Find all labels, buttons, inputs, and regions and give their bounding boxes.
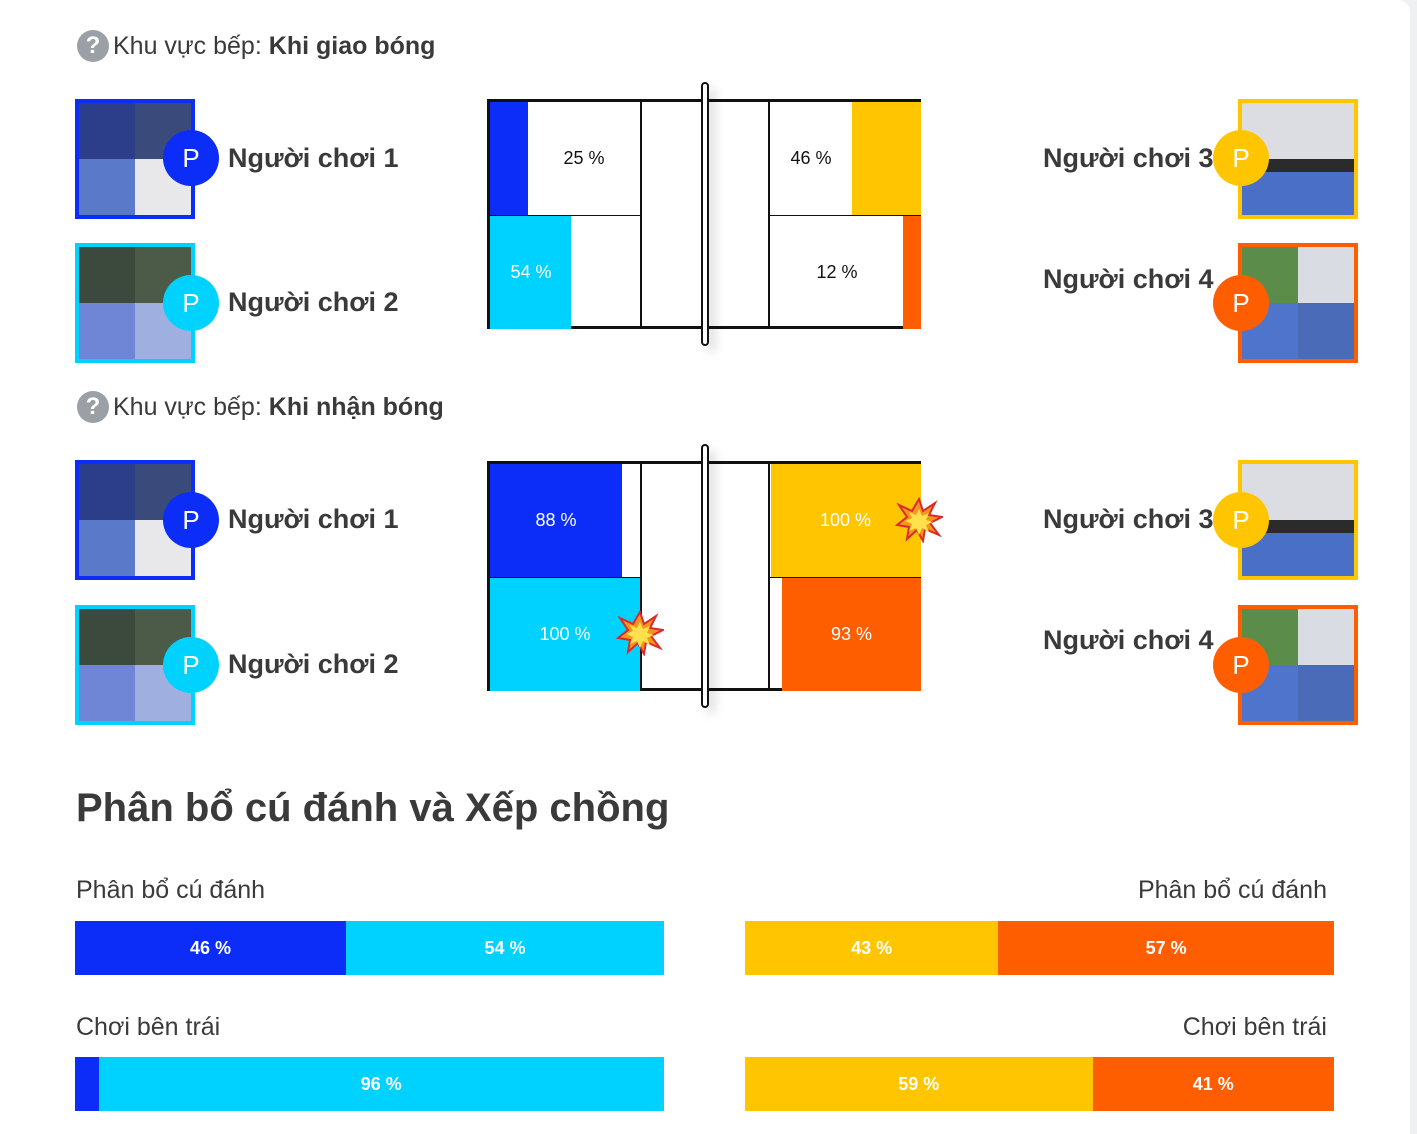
net xyxy=(701,82,709,346)
court-pct-p2: 54 % xyxy=(510,261,552,282)
net xyxy=(701,444,709,708)
bar-segment-p1: 46 % xyxy=(75,921,346,975)
help-icon[interactable]: ? xyxy=(77,30,109,62)
court-line xyxy=(770,577,921,578)
court-pct-p1: 25 % xyxy=(563,148,605,168)
player-1-name: Người chơi 1 xyxy=(228,143,399,173)
left-shot-bar: 46 % 54 % xyxy=(75,921,664,975)
serve-section-prefix: Khu vực bếp: xyxy=(113,31,262,60)
court-line xyxy=(770,215,921,216)
court-fill-p2 xyxy=(490,577,640,691)
court-pct-p1: 88 % xyxy=(535,510,577,530)
help-icon[interactable]: ? xyxy=(77,391,109,423)
receive-section-title: ? Khu vực bếp: Khi nhận bóng xyxy=(77,391,444,423)
court-pct-p3: 46 % xyxy=(790,148,832,168)
receive-section-name: Khi nhận bóng xyxy=(268,392,444,421)
court-fill-p2 xyxy=(490,215,571,329)
bar-segment-p4: 41 % xyxy=(1092,1057,1334,1111)
court-pct-p4: 12 % xyxy=(816,261,858,282)
left-shot-label: Phân bổ cú đánh xyxy=(76,876,266,904)
player-4-name: Người chơi 4 xyxy=(1043,625,1214,655)
court-cell-p4: 93 % xyxy=(770,577,921,691)
bar-segment-p3: 43 % xyxy=(745,921,999,975)
court-fill-p1 xyxy=(490,464,622,577)
court-fill-p4 xyxy=(903,215,921,329)
right-shot-bar: 43 % 57 % xyxy=(745,921,1334,975)
explosion-icon xyxy=(895,497,943,543)
serve-section-title: ? Khu vực bếp: Khi giao bóng xyxy=(77,30,435,62)
player-3-badge: P xyxy=(1213,130,1269,186)
distribution-title: Phân bổ cú đánh và Xếp chồng xyxy=(76,786,670,830)
court-cell-p3: 46 % xyxy=(770,102,921,215)
court-pct-p2: 100 % xyxy=(539,623,591,644)
bar-segment-p3: 59 % xyxy=(745,1057,1093,1111)
right-side-label: Chơi bên trái xyxy=(1182,1013,1327,1041)
player-4-badge: P xyxy=(1213,637,1269,693)
kitchen-line-left xyxy=(640,464,642,688)
kitchen-line-right xyxy=(768,464,770,688)
player-2-name: Người chơi 2 xyxy=(228,287,399,317)
player-2-badge: P xyxy=(163,275,219,331)
kitchen-line-right xyxy=(768,102,770,326)
court-fill-p3 xyxy=(852,102,921,215)
court-fill-p3 xyxy=(771,464,921,577)
explosion-icon xyxy=(616,610,664,656)
court-pct-p3: 100 % xyxy=(819,510,872,530)
player-3-name: Người chơi 3 xyxy=(1043,504,1214,534)
court-line xyxy=(490,577,640,578)
player-2-name: Người chơi 2 xyxy=(228,649,399,679)
court-fill-p1 xyxy=(490,102,528,215)
court-cell-p4: 12 % xyxy=(770,215,921,329)
court-fill-p4 xyxy=(781,577,921,691)
player-1-badge: P xyxy=(163,130,219,186)
court-line xyxy=(490,215,640,216)
player-2-badge: P xyxy=(163,637,219,693)
right-shot-label: Phân bổ cú đánh xyxy=(1137,876,1327,904)
player-1-badge: P xyxy=(163,492,219,548)
bar-segment-p1 xyxy=(75,1057,99,1111)
court-cell-p3: 100 % xyxy=(770,464,921,577)
bar-segment-p4: 57 % xyxy=(998,921,1334,975)
player-3-badge: P xyxy=(1213,492,1269,548)
right-side-bar: 59 % 41 % xyxy=(745,1057,1334,1111)
player-1-name: Người chơi 1 xyxy=(228,504,399,534)
court-cell-p2: 100 % xyxy=(490,577,640,691)
left-side-bar: 96 % xyxy=(75,1057,664,1111)
court-pct-p4: 93 % xyxy=(830,623,873,644)
kitchen-line-left xyxy=(640,102,642,326)
court-cell-p2: 54 % xyxy=(490,215,640,329)
court-cell-p1: 88 % xyxy=(490,464,640,577)
player-3-name: Người chơi 3 xyxy=(1043,143,1214,173)
receive-section-prefix: Khu vực bếp: xyxy=(113,392,262,421)
serve-section-name: Khi giao bóng xyxy=(268,31,436,60)
bar-segment-p2: 54 % xyxy=(345,921,664,975)
player-4-badge: P xyxy=(1213,275,1269,331)
bar-segment-p2: 96 % xyxy=(98,1057,664,1111)
left-side-label: Chơi bên trái xyxy=(76,1013,221,1041)
court-cell-p1: 25 % xyxy=(490,102,640,215)
player-4-name: Người chơi 4 xyxy=(1043,264,1214,294)
